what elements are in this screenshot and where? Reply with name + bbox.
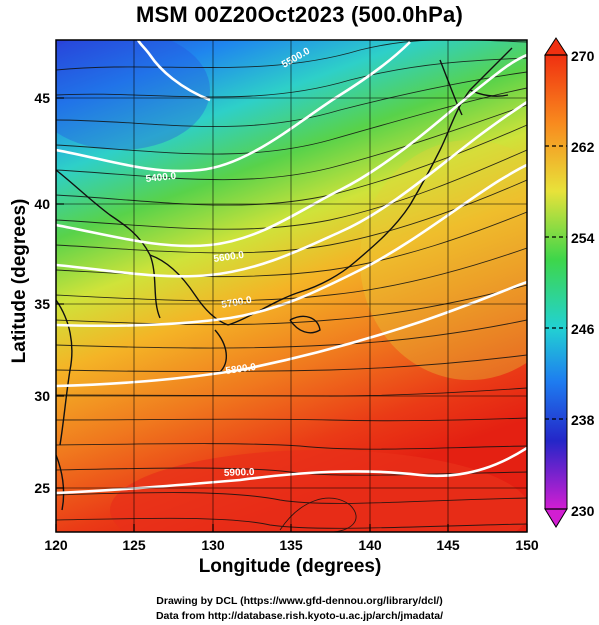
x-tick-label: 140 — [358, 537, 382, 553]
y-tick-label: 25 — [34, 480, 50, 496]
contour-label: 5900.0 — [224, 467, 255, 479]
x-tick-label: 130 — [201, 537, 225, 553]
colorbar-tick-label: 254 — [571, 230, 595, 246]
x-tick-label: 125 — [122, 537, 146, 553]
credit-line-1: Drawing by DCL (https://www.gfd-dennou.o… — [156, 595, 443, 607]
y-axis-label: Latitude (degrees) — [9, 198, 30, 364]
colorbar: 270 262 254 246 238 230 — [544, 37, 595, 528]
colorbar-tick-label: 246 — [571, 321, 595, 337]
colorbar-tick-label: 230 — [571, 503, 595, 519]
coastlines — [56, 47, 513, 511]
y-tick-label: 35 — [34, 296, 50, 312]
y-tick-label: 30 — [34, 388, 50, 404]
colorbar-tick-label: 270 — [571, 48, 595, 64]
graticule — [56, 40, 527, 532]
contour-label: 5800.0 — [225, 362, 257, 377]
contour-label: 5400.0 — [145, 171, 177, 185]
chart-title: MSM 00Z20Oct2023 (500.0hPa) — [136, 2, 463, 27]
y-tick-label: 40 — [34, 196, 50, 212]
x-tick-label: 145 — [436, 537, 460, 553]
colorbar-tick-label: 262 — [571, 139, 595, 155]
x-tick-label: 120 — [44, 537, 68, 553]
x-axis-label: Longitude (degrees) — [198, 556, 382, 577]
height-contours — [56, 40, 527, 495]
credit-line-2: Data from http://database.rish.kyoto-u.a… — [155, 610, 444, 622]
contour-label: 5600.0 — [213, 250, 245, 265]
x-tick-label: 150 — [515, 537, 539, 553]
colorbar-tick-label: 238 — [571, 412, 595, 428]
y-tick-label: 45 — [34, 90, 50, 106]
x-axis-ticks: 120 125 130 135 140 145 150 — [44, 524, 539, 553]
x-tick-label: 135 — [279, 537, 303, 553]
temperature-field: 5400.0 5500.0 5600.0 5700.0 5800.0 5900.… — [56, 40, 527, 532]
contour-label: 5700.0 — [221, 295, 253, 311]
y-axis-ticks: 25 30 35 40 45 — [34, 90, 64, 496]
